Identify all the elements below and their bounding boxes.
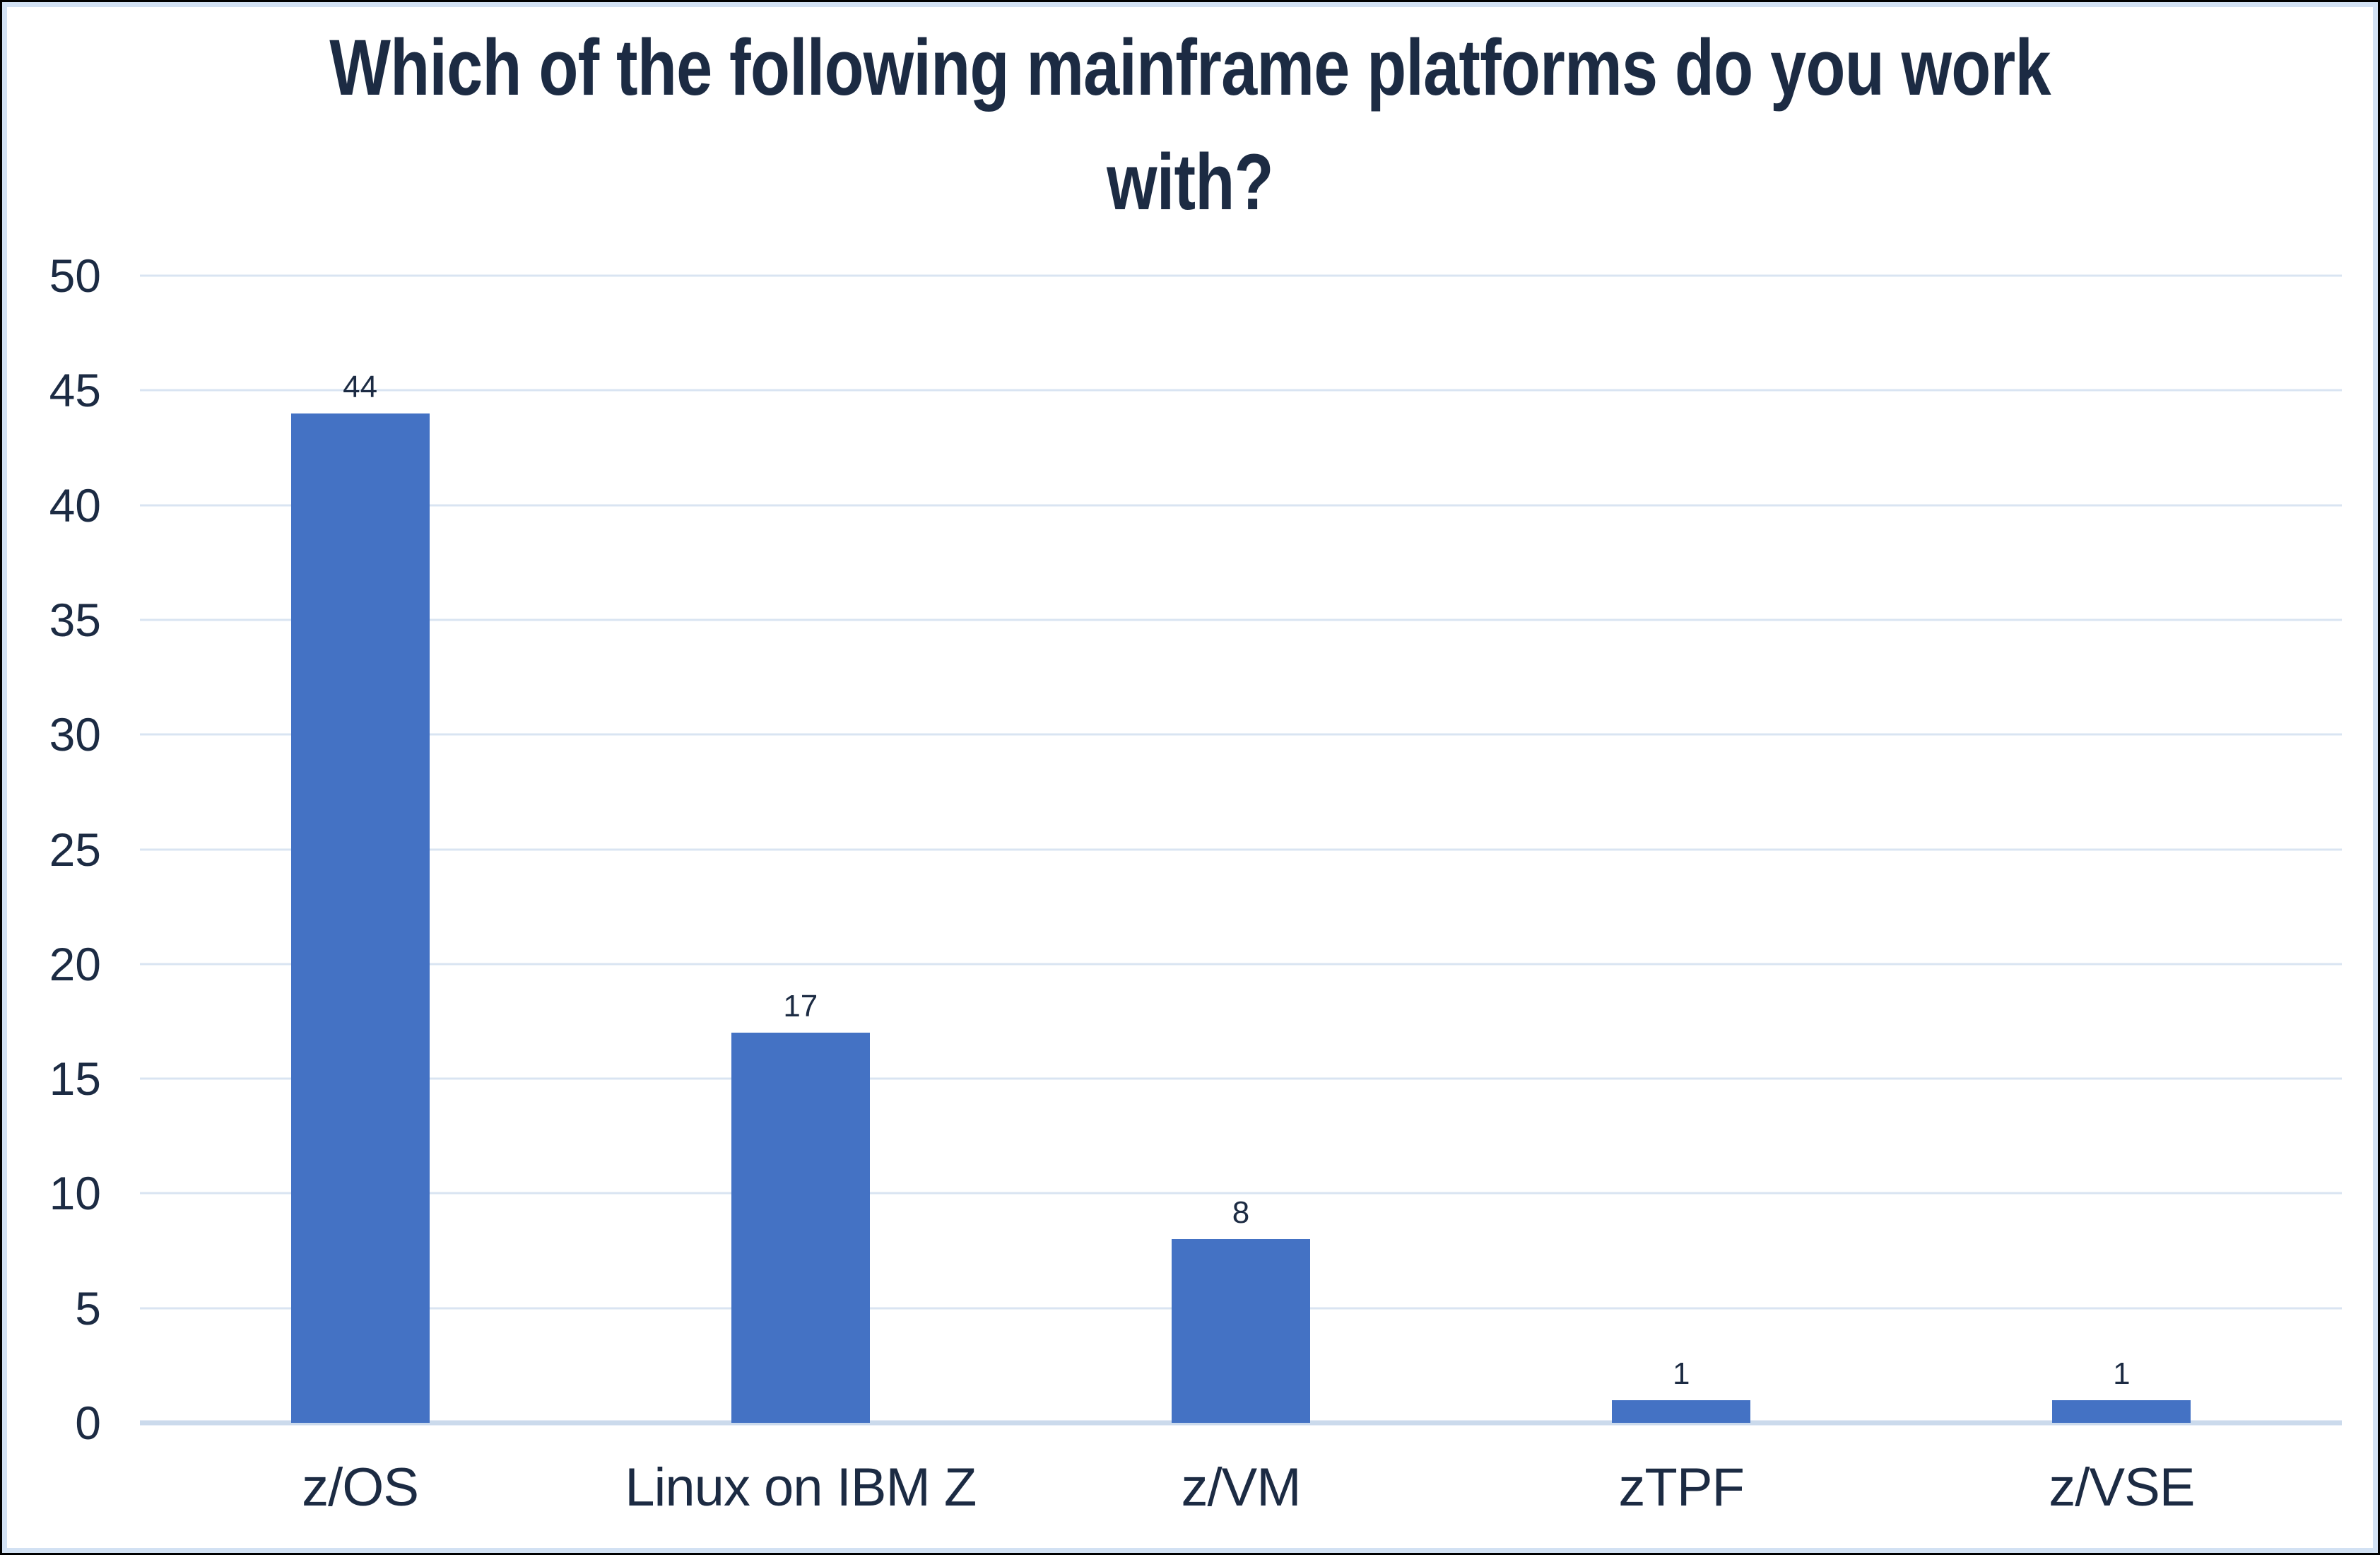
y-axis-tick-label: 10: [49, 1167, 101, 1220]
y-axis-tick-label: 35: [49, 593, 101, 646]
y-axis-tick-label: 40: [49, 479, 101, 532]
x-axis-category-label: Linux on IBM Z: [625, 1457, 977, 1518]
gridline: [140, 733, 2342, 736]
y-axis-tick-label: 20: [49, 937, 101, 990]
x-axis-category-label: z/OS: [302, 1457, 419, 1518]
y-axis-tick-label: 30: [49, 708, 101, 761]
gridline: [140, 274, 2342, 277]
y-axis-tick-label: 25: [49, 823, 101, 876]
gridline: [140, 1077, 2342, 1080]
y-axis-tick-label: 15: [49, 1052, 101, 1105]
bar-value-label: 44: [343, 369, 378, 404]
bar-z-os: [290, 413, 430, 1423]
gridline: [140, 504, 2342, 507]
x-axis-category-label: z/VSE: [2049, 1457, 2195, 1518]
bar-value-label: 1: [1672, 1356, 1690, 1391]
gridline: [140, 389, 2342, 392]
gridline: [140, 963, 2342, 966]
y-axis-tick-label: 50: [49, 250, 101, 302]
x-axis-line: [140, 1420, 2342, 1426]
y-axis-tick-label: 0: [75, 1397, 101, 1449]
bar-z-vm: [1172, 1239, 1310, 1423]
y-axis-tick-label: 5: [75, 1281, 101, 1334]
gridline: [140, 618, 2342, 621]
gridline: [140, 1192, 2342, 1195]
bar-linux-on-ibm-z: [731, 1033, 870, 1423]
bar-value-label: 17: [783, 989, 818, 1024]
bar-ztpf: [1612, 1400, 1751, 1423]
bar-value-label: 1: [2113, 1356, 2131, 1391]
x-axis-category-label: z/VM: [1181, 1457, 1301, 1518]
bar-z-vse: [2052, 1400, 2191, 1423]
y-axis-tick-label: 45: [49, 364, 101, 417]
x-axis-category-label: zTPF: [1618, 1457, 1745, 1518]
chart-title: Which of the following mainframe platfor…: [329, 23, 2051, 227]
gridline: [140, 848, 2342, 850]
bar-value-label: 8: [1232, 1195, 1250, 1231]
